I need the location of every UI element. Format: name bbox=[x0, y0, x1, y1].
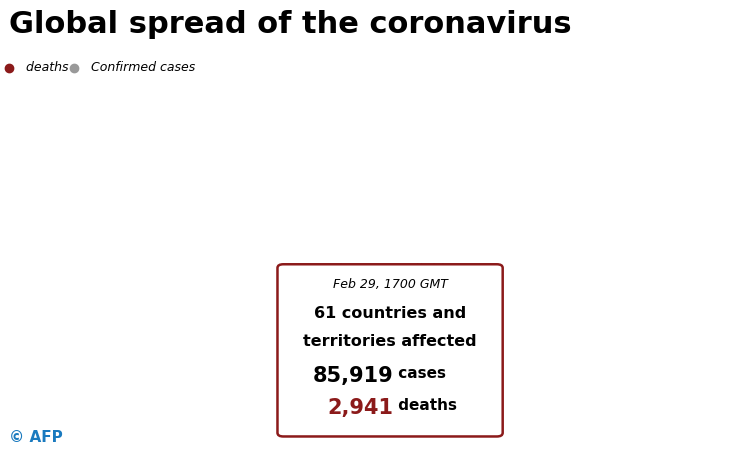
Text: 85,919: 85,919 bbox=[312, 366, 393, 386]
Text: deaths: deaths bbox=[393, 398, 457, 413]
Text: 61 countries and: 61 countries and bbox=[314, 306, 466, 322]
Text: Feb 29, 1700 GMT: Feb 29, 1700 GMT bbox=[333, 278, 447, 291]
Text: cases: cases bbox=[393, 366, 446, 381]
Text: 2,941: 2,941 bbox=[327, 398, 393, 418]
Text: © AFP: © AFP bbox=[9, 430, 63, 445]
Text: territories affected: territories affected bbox=[303, 334, 477, 349]
Text: Global spread of the coronavirus: Global spread of the coronavirus bbox=[9, 10, 571, 39]
FancyBboxPatch shape bbox=[277, 264, 503, 436]
Text: deaths: deaths bbox=[22, 61, 68, 74]
Text: geopandas not available: geopandas not available bbox=[283, 263, 453, 277]
Text: Confirmed cases: Confirmed cases bbox=[87, 61, 195, 74]
